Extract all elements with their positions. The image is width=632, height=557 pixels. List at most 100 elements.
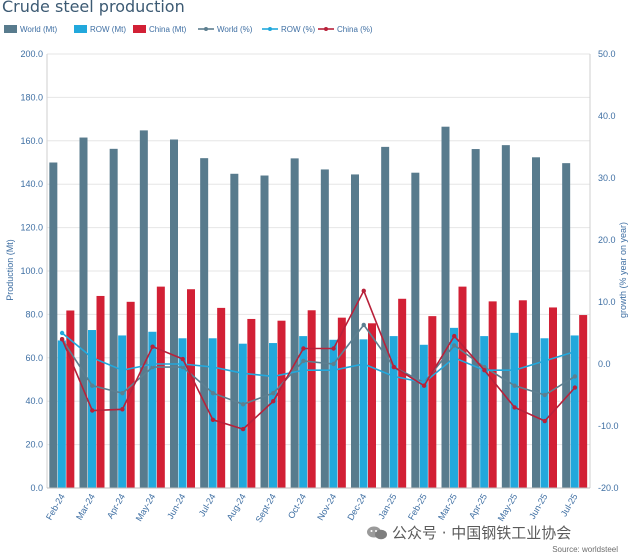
x-tick-label: Apr-24 <box>105 492 127 520</box>
y2-tick-label: 50.0 <box>598 49 616 59</box>
world-bar <box>411 172 420 488</box>
row-growth-point <box>120 368 125 373</box>
china-bar <box>66 310 75 488</box>
china-growth-point <box>120 407 125 412</box>
china-growth-point <box>482 368 487 373</box>
world-growth-point <box>180 364 185 370</box>
legend-label: ROW (%) <box>281 25 316 34</box>
china-bar <box>217 307 226 488</box>
world-bar <box>320 169 329 488</box>
x-tick-label: Jan-25 <box>376 492 398 521</box>
x-tick-label: Apr-25 <box>467 492 489 520</box>
world-growth-point <box>301 358 306 364</box>
legend-label: ROW (Mt) <box>90 25 126 34</box>
china-bar <box>96 295 105 488</box>
legend-label: World (%) <box>217 25 253 34</box>
china-growth-point <box>210 417 216 422</box>
china-growth-point <box>572 385 578 390</box>
world-bar <box>49 162 58 488</box>
row-bar <box>419 344 428 488</box>
row-bar <box>208 338 217 488</box>
china-bar <box>518 300 527 488</box>
y2-tick-label: 0.0 <box>598 359 611 369</box>
world-growth-point <box>452 343 457 348</box>
china-growth-point <box>331 346 336 351</box>
world-bar <box>139 130 148 488</box>
row-growth-point <box>90 355 95 360</box>
x-tick-label: Jul-24 <box>197 492 218 518</box>
y-axis-label: Production (Mt) <box>5 239 15 301</box>
y-tick-label: 60.0 <box>25 353 43 363</box>
y2-tick-label: -10.0 <box>598 421 619 431</box>
world-growth-line <box>61 323 576 406</box>
china-growth-point <box>512 405 517 410</box>
y-tick-label: 200.0 <box>20 49 43 59</box>
row-bar <box>148 331 157 488</box>
china-growth-line <box>61 288 576 431</box>
world-growth-point <box>361 322 366 328</box>
legend-label: World (Mt) <box>20 25 58 34</box>
legend-swatch <box>74 25 87 33</box>
x-tick-label: Dec-24 <box>345 492 368 522</box>
world-bar <box>109 148 118 489</box>
world-bar <box>501 145 510 488</box>
y-tick-label: 20.0 <box>25 440 43 450</box>
y-tick-label: 0.0 <box>30 483 43 493</box>
row-bar <box>269 343 277 488</box>
legend-label: China (%) <box>337 25 373 34</box>
china-growth-point <box>391 364 397 370</box>
row-growth-point <box>572 349 578 354</box>
world-growth-point <box>90 383 95 388</box>
y2-tick-label: 10.0 <box>598 297 616 307</box>
row-bar <box>118 335 127 488</box>
world-bar <box>381 146 390 488</box>
world-bar <box>200 158 209 488</box>
china-bar <box>368 323 376 488</box>
x-tick-label: Jun-24 <box>165 492 187 521</box>
china-growth-point <box>271 399 276 404</box>
row-bar <box>238 343 247 488</box>
world-bar <box>562 163 571 488</box>
world-bar <box>532 157 540 489</box>
row-growth-point <box>210 364 216 370</box>
x-tick-label: Oct-24 <box>286 492 308 520</box>
world-growth-point <box>512 383 517 388</box>
legend-label: China (Mt) <box>149 25 187 34</box>
source-note: Source: worldsteel <box>552 545 618 554</box>
y2-tick-label: -20.0 <box>598 483 619 493</box>
world-bar <box>79 137 88 489</box>
y-tick-label: 120.0 <box>20 223 43 233</box>
x-tick-label: Mar-25 <box>436 492 459 522</box>
china-bar <box>428 316 437 488</box>
china-growth-point <box>542 418 547 424</box>
y-tick-label: 80.0 <box>25 309 43 319</box>
row-growth-point <box>240 371 246 376</box>
world-growth-point <box>120 390 125 396</box>
y2-tick-label: 20.0 <box>598 235 616 245</box>
row-bar <box>57 340 66 488</box>
world-bar <box>170 139 178 489</box>
china-bar <box>398 298 407 488</box>
row-growth-point <box>452 355 457 360</box>
x-tick-label: Feb-25 <box>406 492 429 522</box>
row-growth-point <box>271 374 276 379</box>
x-tick-label: May-24 <box>134 492 158 523</box>
world-growth-point <box>271 390 276 396</box>
row-bar <box>510 332 519 488</box>
watermark-text: 公众号 · 中国钢铁工业协会 <box>392 524 572 542</box>
x-tick-label: Nov-24 <box>315 492 338 522</box>
china-growth-point <box>59 337 65 342</box>
china-bar <box>126 301 135 488</box>
wechat-icon <box>367 526 387 540</box>
y-tick-label: 160.0 <box>20 136 43 146</box>
row-growth-point <box>59 330 65 336</box>
y2-tick-label: 40.0 <box>598 111 616 121</box>
china-growth-point <box>421 383 427 388</box>
x-tick-label: Jul-25 <box>559 492 580 518</box>
row-growth-point <box>301 368 306 373</box>
x-tick-label: May-25 <box>496 492 520 523</box>
china-growth-point <box>180 356 185 362</box>
china-growth-point <box>452 333 457 339</box>
china-growth-point <box>301 346 306 351</box>
y2-axis-label: growth (% year on year) <box>618 222 628 318</box>
